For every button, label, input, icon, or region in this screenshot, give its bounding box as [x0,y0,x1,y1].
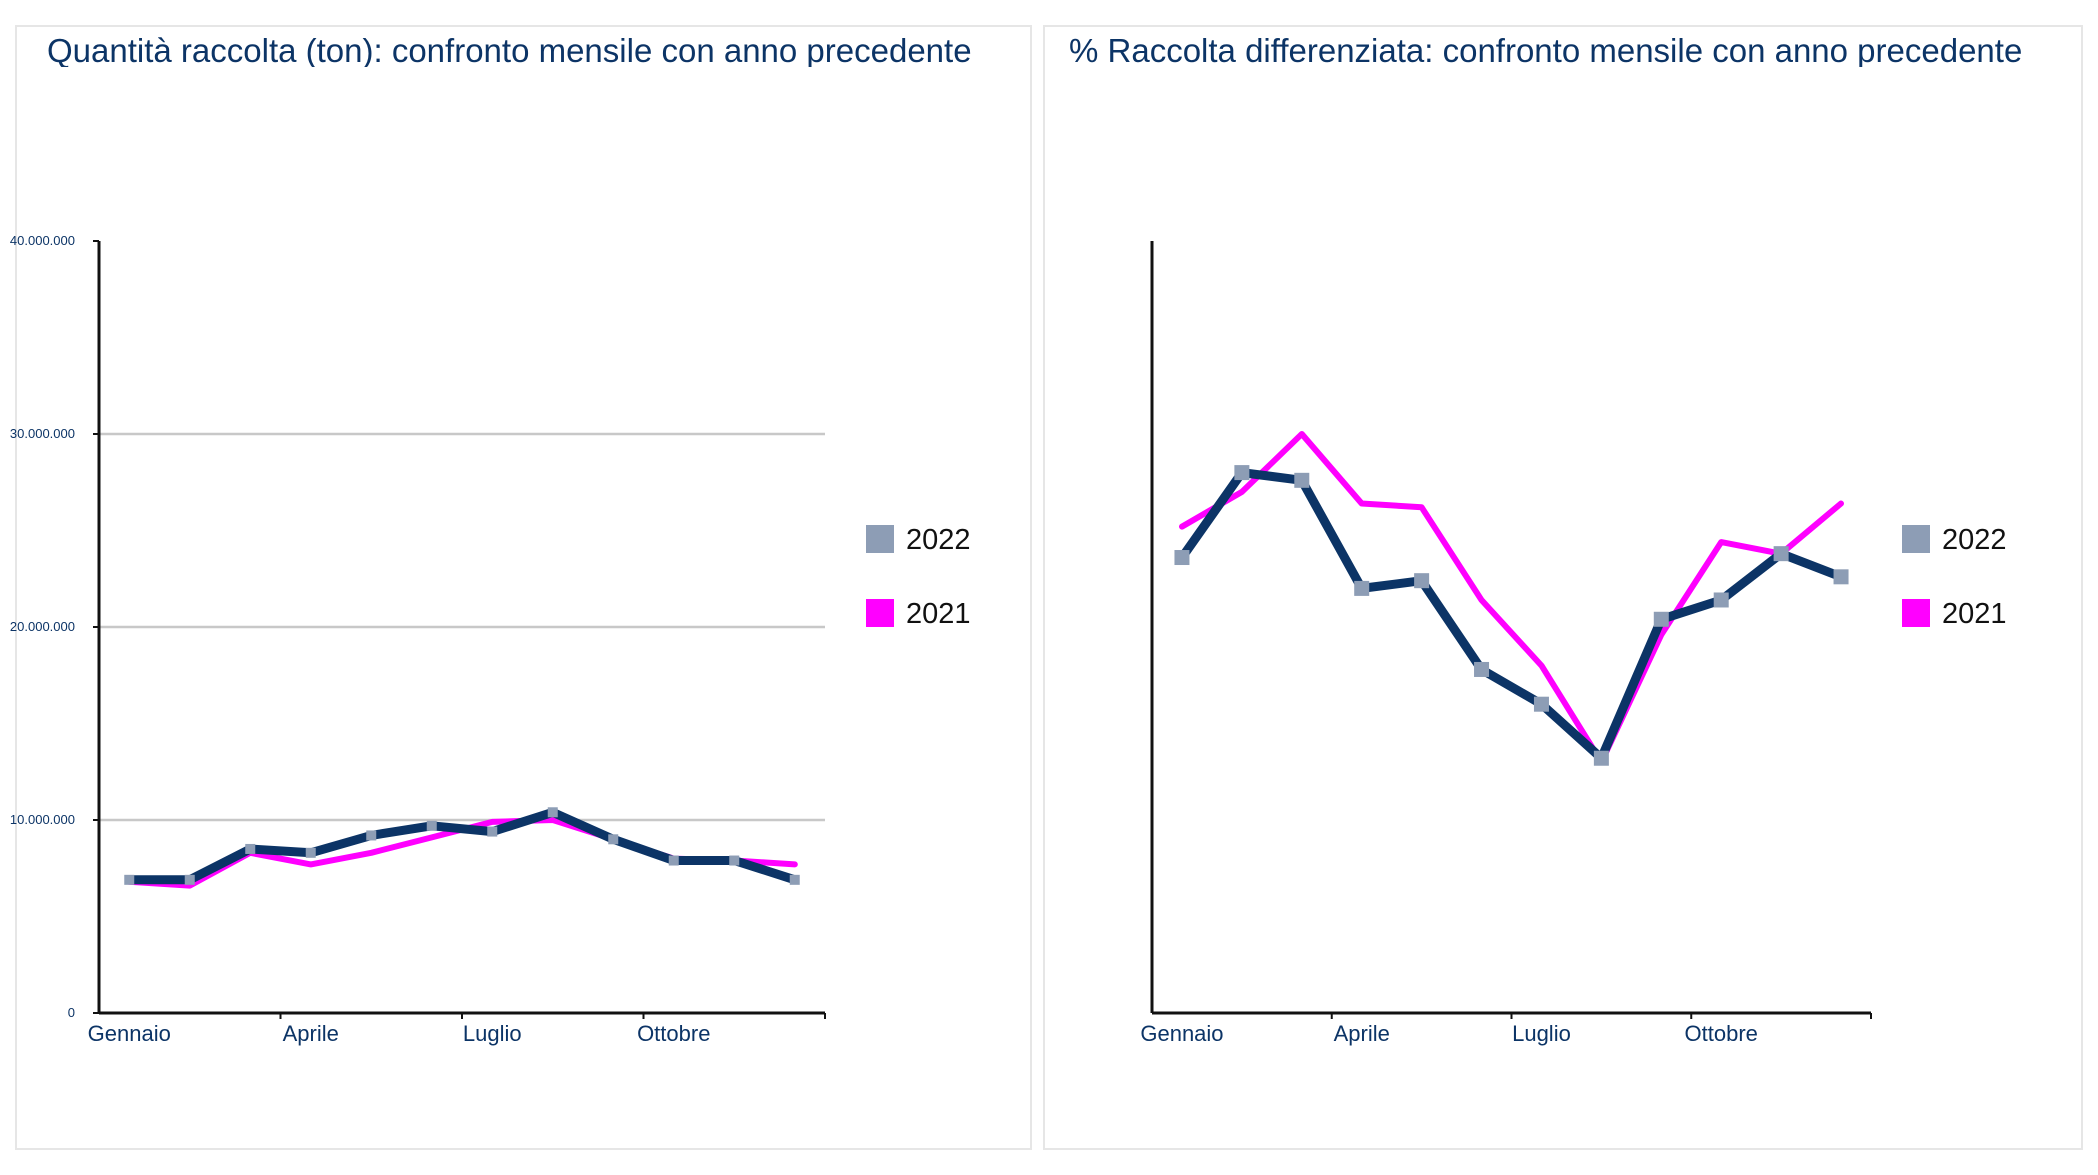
series-2022-point [1593,750,1609,766]
y-tick-label: 20.000.000 [10,619,75,634]
series-2022-point [366,830,377,841]
x-tick-label: Ottobre [1685,1021,1758,1046]
series-2022-point [668,855,679,866]
series-2022-point [1414,573,1430,589]
series-2022-point [1773,546,1789,562]
y-tick-label: 10.000.000 [10,812,75,827]
series-2022-point [1234,465,1250,481]
chart-panel-quantity: Quantità raccolta (ton): confronto mensi… [10,25,1032,1150]
legend-label: 2022 [1942,524,2007,556]
x-tick-label: Gennaio [88,1021,171,1046]
legend-swatch [1902,525,1930,553]
legend-swatch [866,599,894,627]
series-2022-line [1177,468,1846,763]
series-2022-point [1833,569,1849,585]
series-2021-line [1179,431,1844,766]
legend: 2022 2021 [1902,524,2007,630]
x-tick-label: Ottobre [637,1021,710,1046]
legend-swatch [866,525,894,553]
series-2022-point [547,807,558,818]
x-tick-label: Aprile [1334,1021,1390,1046]
legend-label: 2022 [906,524,971,556]
series-2022-point [487,826,498,837]
quantity-line-chart: 0 10.000.000 20.000.000 30.000.000 40.000.00… [10,233,971,1046]
series-2022-point [1533,696,1549,712]
series-2022-point [245,843,256,854]
series-2022-point [1653,611,1669,627]
x-tick-label: Gennaio [1140,1021,1223,1046]
legend: 2022 2021 [866,524,971,630]
legend-label: 2021 [906,598,971,630]
series-2022-point [124,874,135,885]
y-tick-label: 0 [68,1005,75,1020]
series-2022-point [1294,472,1310,488]
chart-title: Quantità raccolta (ton): confronto mensi… [47,32,972,67]
y-tick-label: 30.000.000 [10,426,75,441]
series-2022-point [305,847,316,858]
series-2022-point [426,820,437,831]
y-tick-label: 40.000.000 [10,233,75,248]
series-2022-point [789,874,800,885]
x-tick-label: Luglio [1512,1021,1571,1046]
series-2022-point [184,874,195,885]
series-2022-point [1474,661,1490,677]
series-2022-line [124,807,800,885]
series-2022-point [608,834,619,845]
series-2022-point [1354,580,1370,596]
series-2022-point [1174,550,1190,566]
x-tick-label: Aprile [283,1021,339,1046]
series-2022-point [729,855,740,866]
chart-panel-percentage: % Raccolta differenziata: confronto mens… [1043,25,2083,1150]
legend-label: 2021 [1942,598,2007,630]
series-2022-point [1713,592,1729,608]
x-tick-label: Luglio [463,1021,522,1046]
legend-swatch [1902,599,1930,627]
percentage-line-chart: Gennaio Aprile Luglio Ottobre 2022 2021 [1140,241,2007,1046]
chart-title: % Raccolta differenziata: confronto mens… [1069,32,2023,67]
